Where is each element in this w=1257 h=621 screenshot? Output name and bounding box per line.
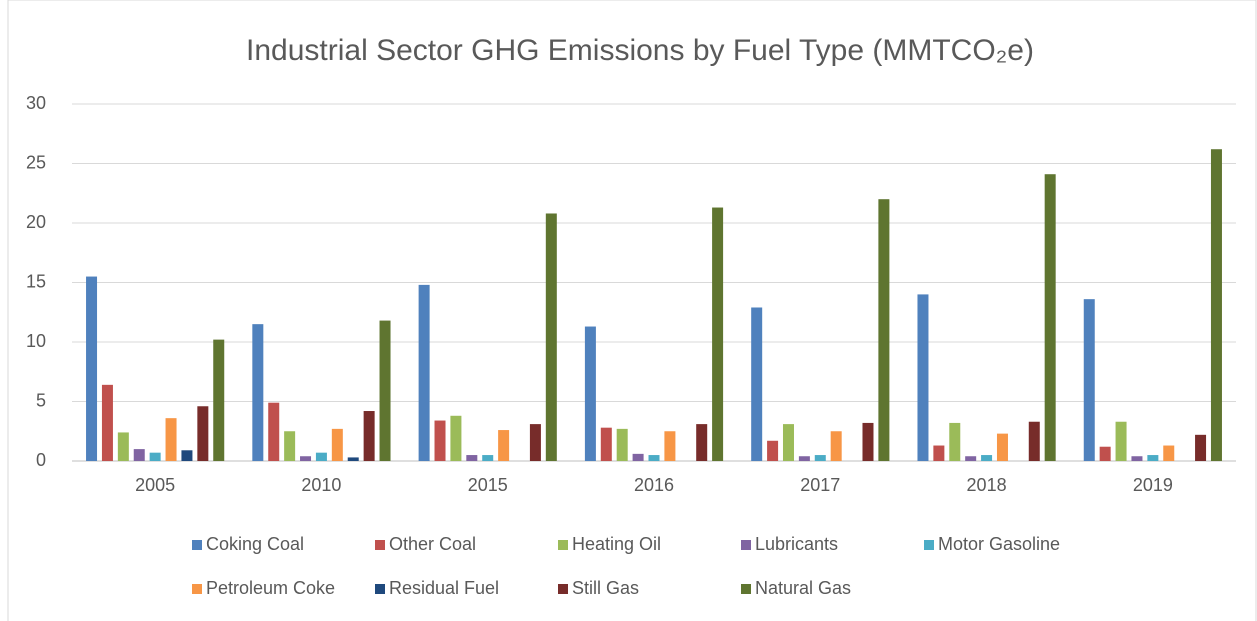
bar bbox=[965, 456, 977, 461]
y-tick-label: 10 bbox=[26, 331, 46, 351]
legend-swatch bbox=[924, 540, 934, 550]
y-tick-label: 15 bbox=[26, 271, 46, 291]
legend-swatch bbox=[741, 584, 751, 594]
bar bbox=[1099, 446, 1111, 461]
bar bbox=[1083, 299, 1095, 461]
bar bbox=[252, 324, 264, 461]
bar bbox=[133, 449, 145, 461]
legend-swatch bbox=[192, 540, 202, 550]
bar bbox=[1115, 421, 1127, 461]
legend-swatch bbox=[375, 540, 385, 550]
legend-label: Other Coal bbox=[389, 534, 476, 554]
x-tick-label: 2005 bbox=[135, 475, 175, 495]
chart-frame bbox=[7, 0, 1257, 621]
bar bbox=[712, 207, 724, 461]
bar bbox=[1028, 421, 1040, 461]
y-tick-label: 0 bbox=[36, 450, 46, 470]
bar bbox=[664, 431, 676, 461]
legend-swatch bbox=[741, 540, 751, 550]
bar bbox=[1044, 174, 1056, 461]
bar bbox=[529, 424, 541, 461]
legend-label: Lubricants bbox=[755, 534, 838, 554]
bar bbox=[751, 307, 763, 461]
bar bbox=[213, 339, 225, 461]
x-tick-label: 2018 bbox=[967, 475, 1007, 495]
legend-label: Heating Oil bbox=[572, 534, 661, 554]
bar bbox=[379, 320, 391, 461]
bar bbox=[331, 428, 343, 461]
bar bbox=[862, 422, 874, 461]
bar bbox=[782, 424, 794, 461]
y-tick-label: 30 bbox=[26, 93, 46, 113]
bar bbox=[117, 432, 129, 461]
bar bbox=[814, 455, 826, 461]
bar bbox=[1147, 455, 1159, 461]
bar bbox=[696, 424, 708, 461]
bar bbox=[1163, 445, 1175, 461]
bar bbox=[434, 420, 446, 461]
bar bbox=[584, 326, 596, 461]
bar bbox=[1195, 434, 1207, 461]
bar bbox=[149, 452, 161, 461]
bar bbox=[996, 433, 1008, 461]
x-tick-label: 2016 bbox=[634, 475, 674, 495]
bar bbox=[545, 213, 557, 461]
x-tick-label: 2010 bbox=[301, 475, 341, 495]
x-tick-label: 2019 bbox=[1133, 475, 1173, 495]
chart-title: Industrial Sector GHG Emissions by Fuel … bbox=[246, 34, 1034, 67]
legend-label: Still Gas bbox=[572, 578, 639, 598]
legend-label: Natural Gas bbox=[755, 578, 851, 598]
bar bbox=[482, 455, 494, 461]
x-tick-label: 2017 bbox=[800, 475, 840, 495]
legend-label: Residual Fuel bbox=[389, 578, 499, 598]
y-tick-label: 5 bbox=[36, 390, 46, 410]
y-tick-label: 20 bbox=[26, 212, 46, 232]
bar bbox=[268, 402, 280, 461]
bar bbox=[363, 411, 375, 461]
bar bbox=[648, 455, 660, 461]
bar bbox=[300, 456, 312, 461]
bar bbox=[1131, 456, 1143, 461]
bar bbox=[981, 455, 993, 461]
bar bbox=[1210, 149, 1222, 461]
bar bbox=[600, 427, 612, 461]
bar bbox=[949, 422, 961, 461]
legend-swatch bbox=[558, 540, 568, 550]
bar bbox=[830, 431, 842, 461]
legend-swatch bbox=[375, 584, 385, 594]
bar bbox=[917, 294, 929, 461]
legend-swatch bbox=[192, 584, 202, 594]
bar bbox=[181, 450, 193, 461]
x-tick-label: 2015 bbox=[468, 475, 508, 495]
bar bbox=[616, 428, 628, 461]
bar bbox=[165, 418, 177, 461]
bar bbox=[315, 452, 327, 461]
bar bbox=[878, 199, 890, 461]
bar bbox=[767, 440, 779, 461]
bar bbox=[86, 276, 98, 461]
legend-label: Motor Gasoline bbox=[938, 534, 1060, 554]
y-tick-label: 25 bbox=[26, 152, 46, 172]
legend-label: Petroleum Coke bbox=[206, 578, 335, 598]
legend-swatch bbox=[558, 584, 568, 594]
bar bbox=[632, 453, 644, 461]
bar bbox=[197, 406, 209, 461]
bar bbox=[418, 284, 430, 461]
legend-label: Coking Coal bbox=[206, 534, 304, 554]
bar bbox=[284, 431, 296, 461]
bar bbox=[101, 384, 113, 461]
bar bbox=[933, 445, 945, 461]
bar bbox=[498, 430, 510, 461]
bar bbox=[347, 457, 359, 461]
bar bbox=[450, 415, 462, 461]
bar bbox=[466, 455, 478, 461]
bar bbox=[798, 456, 810, 461]
